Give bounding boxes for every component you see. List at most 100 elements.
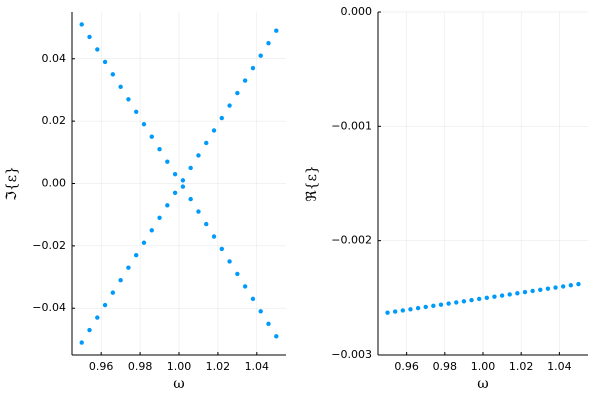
data-point xyxy=(545,286,551,291)
data-point xyxy=(134,253,139,258)
y-tick-label: −0.002 xyxy=(331,234,372,247)
y-tick-label: 0.00 xyxy=(42,177,67,190)
data-point xyxy=(515,291,520,296)
data-point xyxy=(126,97,131,102)
data-point xyxy=(157,147,162,152)
data-point xyxy=(242,284,248,289)
data-point xyxy=(172,171,178,177)
data-point xyxy=(110,290,116,295)
data-point xyxy=(172,190,178,196)
data-point xyxy=(530,288,535,294)
data-point xyxy=(258,309,263,314)
y-tick-label: −0.003 xyxy=(331,348,372,361)
data-point xyxy=(95,315,100,320)
x-tick-label: 1.00 xyxy=(471,360,496,373)
data-point xyxy=(219,246,224,252)
x-tick-label: 0.98 xyxy=(128,360,153,373)
data-point xyxy=(522,289,528,295)
data-point xyxy=(102,302,108,308)
data-point xyxy=(538,287,543,293)
data-point xyxy=(392,309,398,314)
data-point xyxy=(196,209,201,214)
y-tick-label: 0.000 xyxy=(341,5,373,18)
data-point xyxy=(180,184,186,189)
data-point xyxy=(274,28,279,33)
data-point xyxy=(415,305,421,311)
y-tick-label: 0.02 xyxy=(42,114,67,127)
data-point xyxy=(134,109,139,114)
data-point xyxy=(157,215,162,220)
x-axis-label: ω xyxy=(477,376,488,392)
data-point xyxy=(235,271,240,277)
data-point xyxy=(431,303,436,309)
data-point xyxy=(461,299,467,304)
x-tick-label: 0.96 xyxy=(394,360,419,373)
data-point xyxy=(469,297,474,303)
data-point xyxy=(110,72,116,77)
x-axis-label: ω xyxy=(173,376,184,392)
x-tick-label: 0.96 xyxy=(89,360,114,373)
data-point xyxy=(266,321,271,327)
y-tick-label: 0.04 xyxy=(42,52,67,65)
y-tick-label: −0.001 xyxy=(331,119,372,132)
data-point xyxy=(553,285,558,290)
data-point xyxy=(235,90,240,96)
y-axis-label: ℜ{ε} xyxy=(304,165,320,201)
y-tick-label: −0.02 xyxy=(32,239,66,252)
data-point xyxy=(79,340,84,345)
data-point xyxy=(188,196,193,202)
data-point xyxy=(385,310,390,315)
data-point xyxy=(196,153,201,158)
data-point xyxy=(423,304,428,310)
y-axis-label: ℑ{ε} xyxy=(4,166,20,201)
data-point xyxy=(219,115,224,121)
data-point xyxy=(492,294,497,299)
data-point xyxy=(87,34,92,40)
data-point xyxy=(180,178,186,183)
data-point xyxy=(484,295,490,301)
x-tick-label: 1.02 xyxy=(509,360,534,373)
data-point xyxy=(446,301,451,306)
data-point xyxy=(266,40,271,46)
data-point xyxy=(118,84,123,90)
data-point xyxy=(188,165,193,171)
x-tick-label: 1.00 xyxy=(167,360,192,373)
data-point xyxy=(568,283,574,288)
data-point xyxy=(141,122,147,127)
x-tick-label: 1.04 xyxy=(547,360,572,373)
data-point xyxy=(274,334,279,339)
data-point xyxy=(576,281,581,287)
data-point xyxy=(400,308,406,313)
data-point xyxy=(87,327,92,333)
data-point xyxy=(165,203,170,208)
data-point xyxy=(227,259,232,264)
data-point xyxy=(258,53,263,58)
data-point xyxy=(149,134,154,139)
data-point xyxy=(95,47,100,52)
data-point xyxy=(204,140,209,146)
data-point xyxy=(126,265,131,270)
data-point xyxy=(408,307,413,312)
data-point xyxy=(242,78,248,83)
data-point xyxy=(211,128,217,133)
data-point xyxy=(454,300,459,305)
data-point xyxy=(79,22,84,27)
x-tick-label: 0.98 xyxy=(433,360,458,373)
y-tick-label: −0.04 xyxy=(32,301,66,314)
data-point xyxy=(118,277,123,283)
data-point xyxy=(250,296,256,302)
data-point xyxy=(560,284,566,289)
data-point xyxy=(227,103,232,108)
data-point xyxy=(141,240,147,245)
data-point xyxy=(102,59,108,65)
x-tick-label: 1.04 xyxy=(245,360,270,373)
data-point xyxy=(165,159,170,164)
data-point xyxy=(476,296,482,302)
x-tick-label: 1.02 xyxy=(206,360,231,373)
data-point xyxy=(211,234,217,239)
data-point xyxy=(499,293,505,298)
data-point xyxy=(438,302,444,307)
data-point xyxy=(204,221,209,227)
data-point xyxy=(149,228,154,233)
